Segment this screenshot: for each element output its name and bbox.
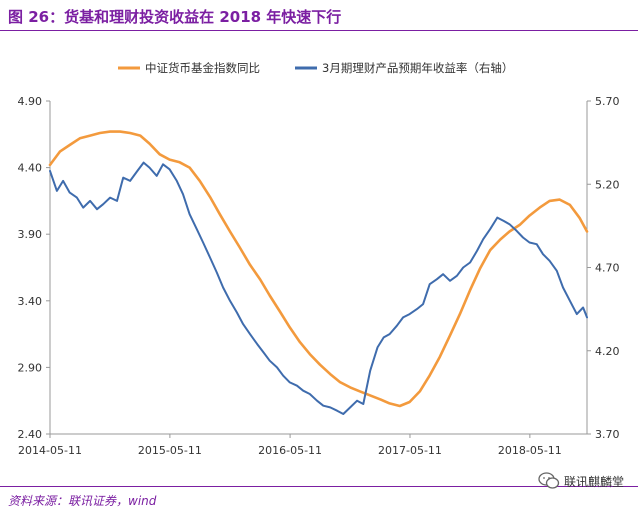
series-layer — [48, 130, 589, 415]
left-tick-label: 2.90 — [18, 361, 43, 374]
x-tick-label: 2014-05-11 — [18, 444, 82, 457]
legend-label-blue: 3月期理财产品预期年收益率（右轴） — [322, 61, 513, 75]
title-rule — [0, 30, 638, 31]
bottom-rule — [0, 486, 638, 487]
watermark: 联讯麒麟堂 — [538, 470, 624, 492]
figure-title: 图 26：货基和理财投资收益在 2018 年快速下行 — [8, 8, 342, 26]
right-tick-label: 5.20 — [595, 178, 620, 191]
series-line-wealth-product-3m-yield — [49, 161, 588, 415]
left-tick-label: 3.40 — [18, 295, 43, 308]
series-line-money-fund-index-yoy — [48, 130, 589, 408]
x-ticks: 2014-05-11 2015-05-11 2016-05-11 2017-05-11… — [18, 434, 562, 457]
wechat-icon — [538, 472, 560, 489]
left-tick-label: 3.90 — [18, 228, 43, 241]
left-tick-label: 2.40 — [18, 428, 43, 441]
chart: 中证货币基金指数同比 3月期理财产品预期年收益率（右轴） 2.40 2.90 3.4… — [18, 61, 620, 457]
left-tick-label: 4.40 — [18, 162, 43, 175]
right-tick-label: 5.70 — [595, 95, 620, 108]
left-y-ticks: 2.40 2.90 3.40 3.90 4.40 4.90 — [18, 95, 50, 441]
right-y-ticks: 3.70 4.20 4.70 5.20 5.70 — [587, 95, 620, 441]
legend-label-orange: 中证货币基金指数同比 — [145, 61, 260, 75]
x-tick-label: 2016-05-11 — [258, 444, 322, 457]
right-tick-label: 3.70 — [595, 428, 620, 441]
x-tick-label: 2017-05-11 — [378, 444, 442, 457]
source-note: 资料来源：联讯证券，wind — [8, 494, 157, 508]
left-tick-label: 4.90 — [18, 95, 43, 108]
legend: 中证货币基金指数同比 3月期理财产品预期年收益率（右轴） — [118, 61, 513, 75]
x-tick-label: 2018-05-11 — [498, 444, 562, 457]
right-tick-label: 4.70 — [595, 262, 620, 275]
watermark-label: 联讯麒麟堂 — [563, 474, 624, 489]
x-tick-label: 2015-05-11 — [138, 444, 202, 457]
right-tick-label: 4.20 — [595, 345, 620, 358]
